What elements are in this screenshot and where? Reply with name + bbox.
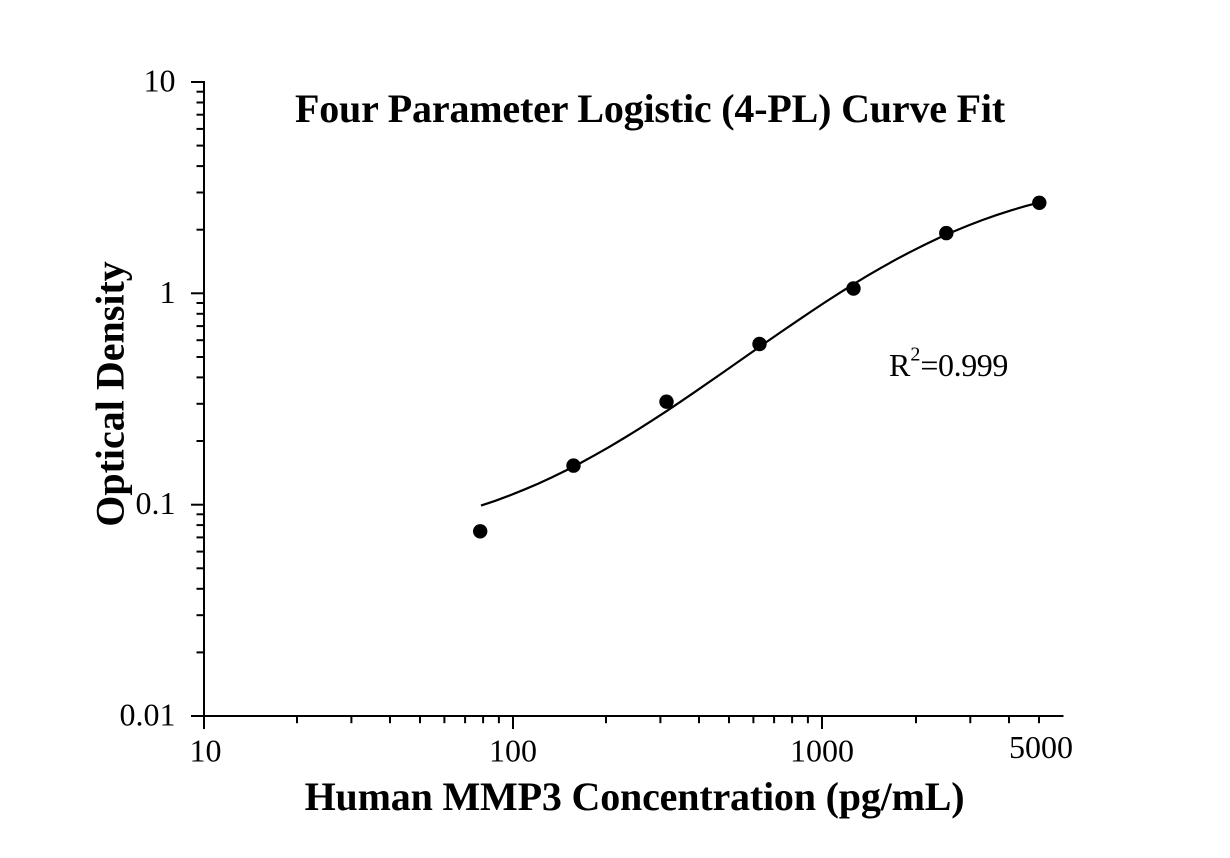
svg-text:0.1: 0.1 <box>136 485 176 521</box>
svg-text:R2=0.999: R2=0.999 <box>889 344 1008 384</box>
svg-text:5000: 5000 <box>1009 729 1073 765</box>
svg-text:100: 100 <box>489 733 537 769</box>
svg-text:1: 1 <box>160 274 176 310</box>
svg-text:1000: 1000 <box>790 733 854 769</box>
svg-text:0.01: 0.01 <box>120 697 176 733</box>
svg-text:Four Parameter Logistic (4-PL): Four Parameter Logistic (4-PL) Curve Fit <box>295 86 1006 131</box>
svg-text:10: 10 <box>144 62 176 98</box>
svg-text:10: 10 <box>190 733 222 769</box>
svg-text:Human MMP3 Concentration (pg/m: Human MMP3 Concentration (pg/mL) <box>305 774 965 819</box>
svg-text:Optical Density: Optical Density <box>88 261 133 527</box>
